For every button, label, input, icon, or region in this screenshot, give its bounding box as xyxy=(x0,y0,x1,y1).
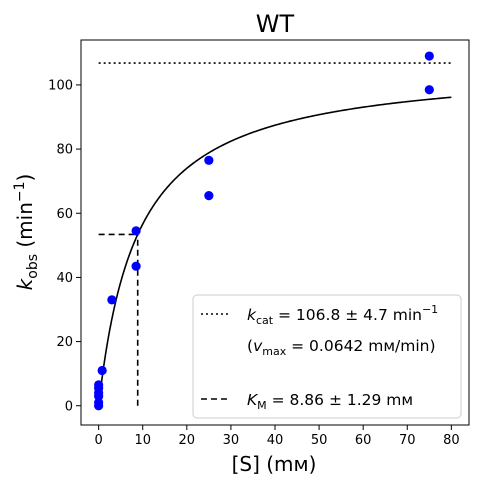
y-axis-title-close: ) xyxy=(13,174,37,182)
y-axis-title-superscript: −1 xyxy=(12,181,28,202)
x-tick-label: 10 xyxy=(134,433,151,448)
x-tick-label: 60 xyxy=(355,433,372,448)
y-tick-label: 60 xyxy=(56,207,73,222)
legend-km-label: KM = 8.86 ± 1.29 mм xyxy=(247,391,413,412)
y-tick-label: 40 xyxy=(56,271,73,286)
y-axis-title-symbol: k xyxy=(13,277,37,290)
chart-title: WT xyxy=(256,10,295,38)
data-point xyxy=(107,295,117,305)
x-axis-ticks: 0 10 20 30 40 50 60 70 80 xyxy=(94,425,460,448)
x-tick-label: 50 xyxy=(311,433,328,448)
x-tick-label: 0 xyxy=(94,433,102,448)
data-point xyxy=(424,51,434,61)
data-point xyxy=(94,397,104,408)
x-axis-title: [S] (mм) xyxy=(232,452,317,476)
data-point xyxy=(131,226,141,236)
legend-kcat-label: kcat = 106.8 ± 4.7 min−1 xyxy=(247,303,438,327)
data-point xyxy=(94,380,104,390)
x-tick-label: 20 xyxy=(179,433,196,448)
y-tick-label: 0 xyxy=(65,399,73,414)
legend: kcat = 106.8 ± 4.7 min−1 (vmax = 0.0642 … xyxy=(192,294,462,419)
legend-box xyxy=(192,294,462,419)
y-tick-label: 80 xyxy=(56,143,73,158)
y-axis-ticks: 0 20 40 60 80 100 xyxy=(48,78,81,414)
y-axis-title-rest: (min xyxy=(13,202,37,254)
michaelis-menten-fit-curve xyxy=(97,96,452,406)
data-point xyxy=(97,365,107,376)
y-tick-label: 100 xyxy=(48,78,73,93)
y-axis-title-subscript: obs xyxy=(25,254,41,279)
x-tick-label: 80 xyxy=(443,433,460,448)
y-axis-title: kobs (min−1) xyxy=(12,174,41,291)
data-point xyxy=(204,191,214,201)
data-point xyxy=(424,85,434,95)
data-point xyxy=(204,155,214,165)
y-tick-label: 20 xyxy=(56,335,73,350)
legend-vmax-label: (vmax = 0.0642 mм/min) xyxy=(247,337,436,358)
x-tick-label: 30 xyxy=(223,433,240,448)
data-points xyxy=(94,51,434,411)
x-tick-label: 70 xyxy=(399,433,416,448)
x-tick-label: 40 xyxy=(267,433,284,448)
data-point xyxy=(131,261,141,271)
